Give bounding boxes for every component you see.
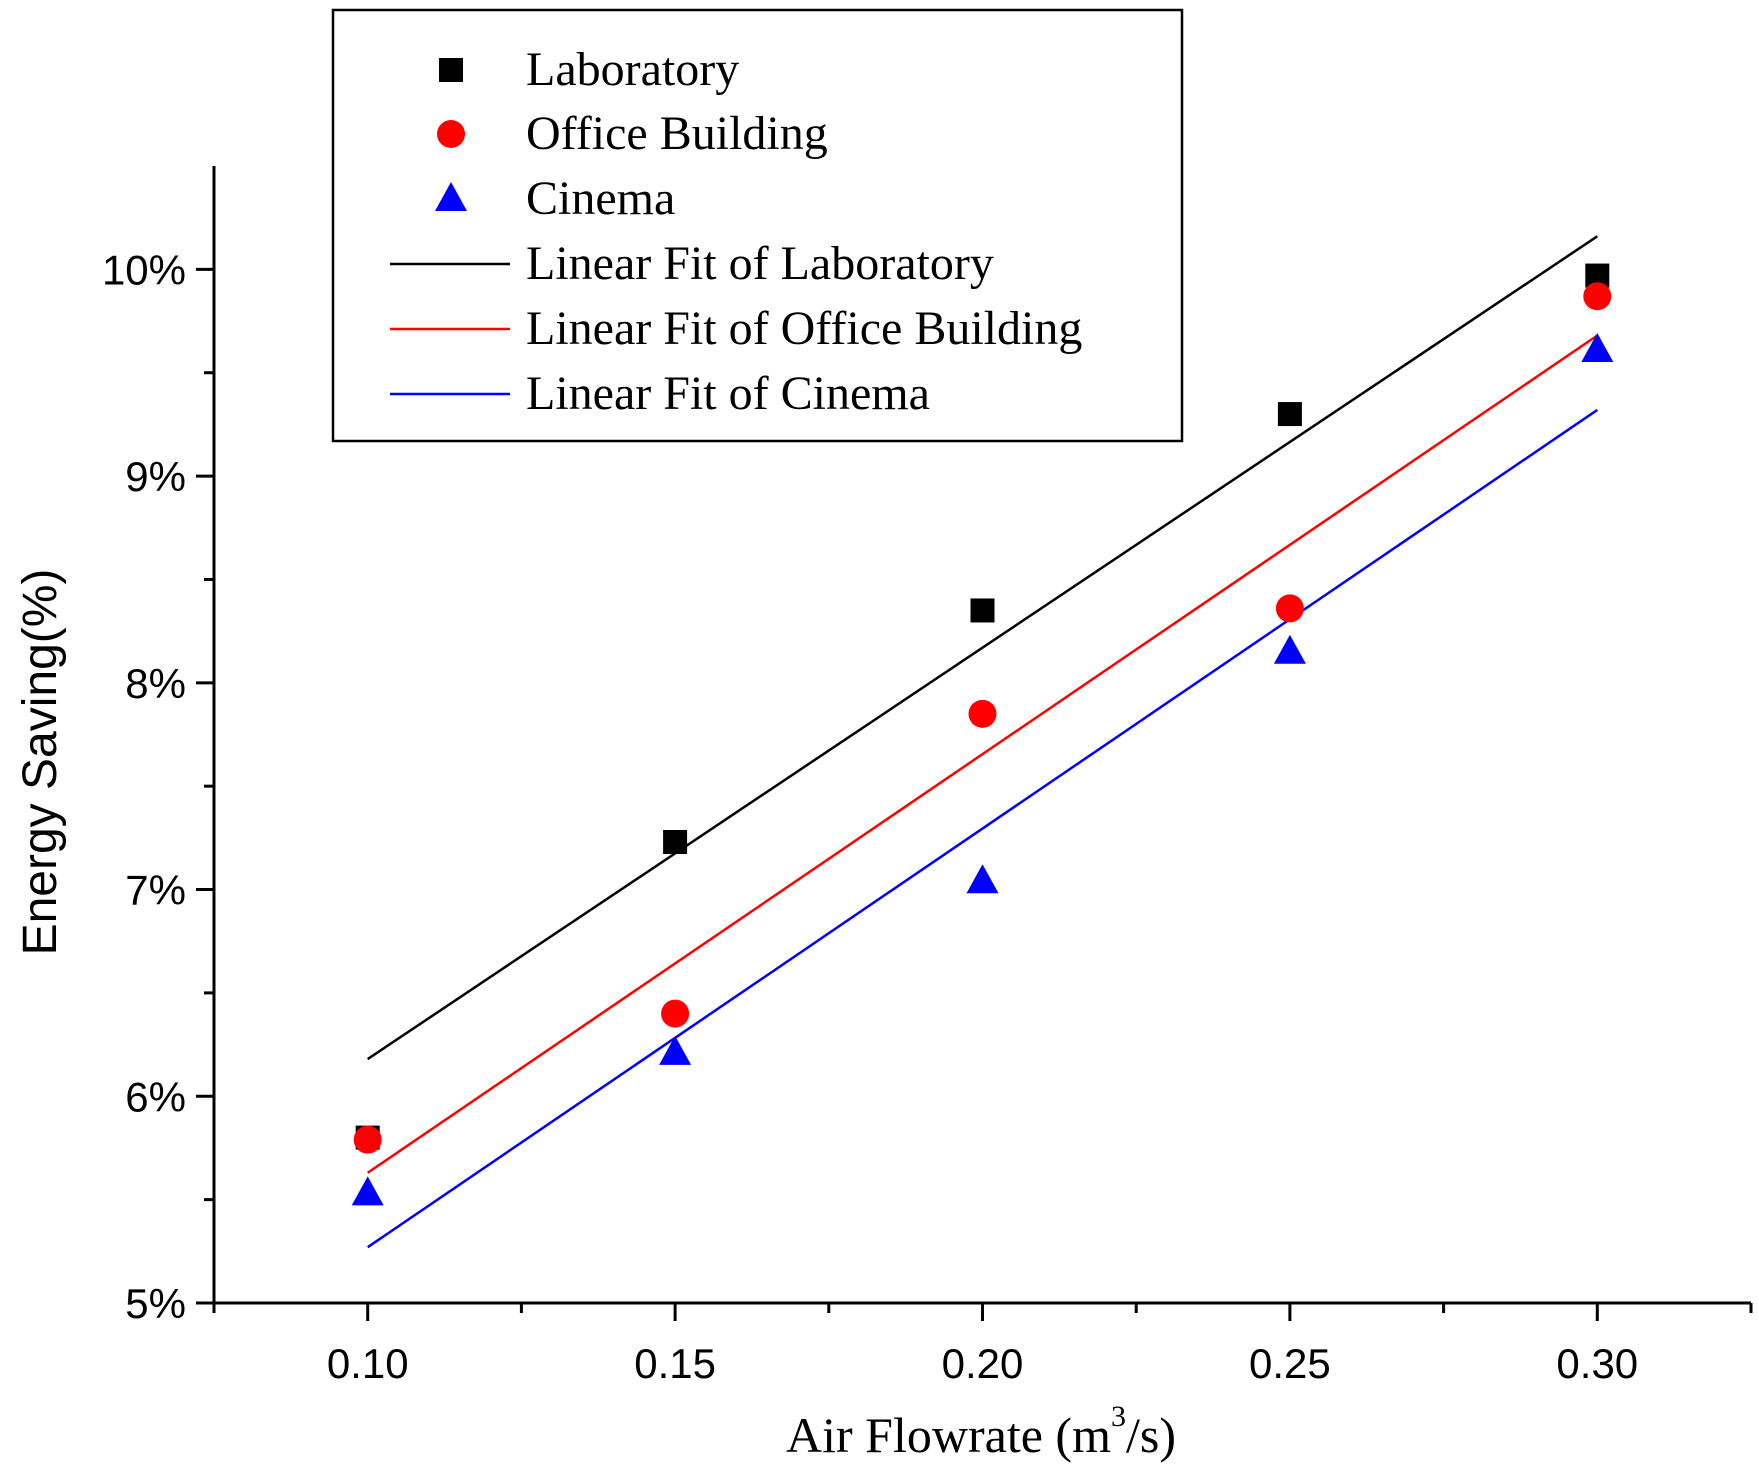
legend: Laboratory Office Building Cinema Linear Fi…	[331, 8, 1184, 443]
data-point-office-building	[661, 999, 690, 1028]
x-axis-label: Air Flowrate (m3/s)	[786, 1400, 1176, 1463]
y-tick-label: 7%	[125, 867, 186, 914]
x-tick-label: 0.20	[942, 1340, 1024, 1387]
legend-label: Cinema	[526, 172, 675, 225]
legend-label: Linear Fit of Cinema	[526, 367, 930, 420]
x-tick-label: 0.30	[1556, 1340, 1638, 1387]
x-tick-label: 0.15	[634, 1340, 716, 1387]
legend-marker-office-building	[437, 120, 465, 148]
x-tick-label: 0.25	[1249, 1340, 1331, 1387]
legend-box	[331, 8, 1184, 443]
fit-line	[366, 408, 1599, 1249]
x-axis-label-suffix: /s)	[1126, 1407, 1176, 1463]
y-tick-label: 6%	[125, 1073, 186, 1120]
x-tick-label: 0.10	[327, 1340, 409, 1387]
fit-line	[367, 235, 1598, 1061]
data-point-cinema	[1581, 332, 1614, 362]
data-point-laboratory	[663, 829, 688, 854]
data-point-laboratory	[970, 598, 995, 623]
legend-label: Office Building	[526, 107, 828, 160]
y-tick-label: 5%	[125, 1280, 186, 1327]
legend-marker-laboratory	[439, 58, 463, 82]
y-tick-label: 9%	[125, 453, 186, 500]
data-point-office-building	[968, 699, 997, 728]
data-point-office-building	[1583, 282, 1612, 311]
y-tick-label: 10%	[102, 246, 186, 293]
data-point-cinema	[659, 1035, 692, 1065]
legend-label: Laboratory	[526, 43, 739, 96]
x-axis-label-main: Air Flowrate (m	[786, 1407, 1111, 1463]
fit-line	[366, 334, 1599, 1174]
y-axis-label: Energy Saving(%)	[14, 569, 67, 956]
legend-label: Linear Fit of Office Building	[526, 302, 1082, 355]
data-point-cinema	[351, 1176, 384, 1206]
data-point-laboratory	[1277, 402, 1302, 427]
data-point-office-building	[353, 1125, 382, 1154]
legend-marker-cinema	[435, 182, 467, 211]
data-point-office-building	[1275, 594, 1304, 623]
x-axis-label-sup: 3	[1111, 1400, 1126, 1433]
data-point-cinema	[966, 864, 999, 894]
legend-label: Linear Fit of Laboratory	[526, 237, 994, 290]
y-tick-label: 8%	[125, 660, 186, 707]
plot-area: 5% 6% 7% 8% 9% 10% 0.10 0.15 0.20 0.25 0.30	[102, 166, 1753, 1387]
data-point-cinema	[1273, 634, 1306, 664]
